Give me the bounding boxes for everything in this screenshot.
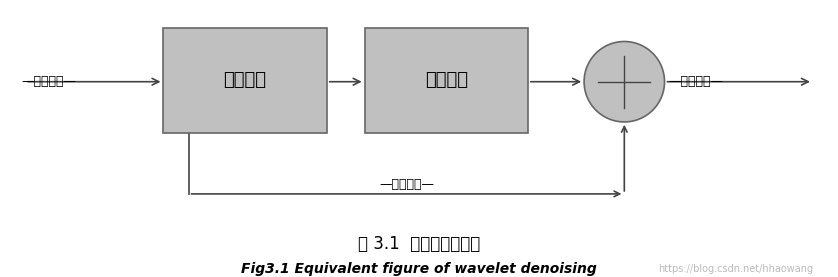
Bar [365,28,528,133]
Bar [163,28,327,133]
Text: https://blog.csdn.net/hhaowang: https://blog.csdn.net/hhaowang [658,264,813,274]
Text: —含噪信号—: —含噪信号— [21,75,76,88]
Text: —重构信号—: —重构信号— [669,75,724,88]
Text: 低通滤波: 低通滤波 [425,71,468,89]
Text: Fig3.1 Equivalent figure of wavelet denoising: Fig3.1 Equivalent figure of wavelet deno… [241,262,597,276]
Text: 特征提取: 特征提取 [224,71,266,89]
Text: 图 3.1  小波去噪等效图: 图 3.1 小波去噪等效图 [358,235,480,253]
Text: —特征信息—: —特征信息— [379,178,434,191]
Ellipse shape [584,42,665,122]
